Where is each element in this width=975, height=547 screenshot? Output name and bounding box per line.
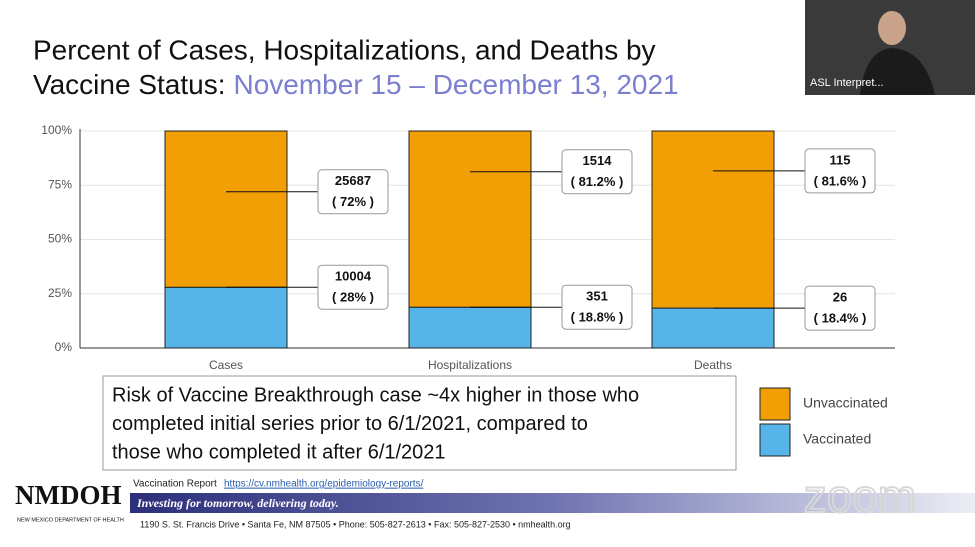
title-line: Percent of Cases, Hospitalizations, and … (33, 34, 656, 65)
logo-subtitle: NEW MEXICO DEPARTMENT OF HEALTH (17, 517, 124, 523)
bar-segment (408, 130, 532, 308)
tagline-band (130, 493, 975, 513)
label-box (561, 284, 633, 330)
bar-segment (164, 130, 288, 288)
label-box (804, 285, 876, 331)
video-label: ASL Interpret... (810, 77, 884, 89)
value-label: ( 28% ) (332, 290, 374, 305)
annotation-line: Risk of Vaccine Breakthrough case ~4x hi… (112, 384, 639, 406)
subtitle: November 15 – December 13, 2021 (233, 69, 678, 100)
person-body (860, 48, 935, 95)
y-tick-label: 50% (48, 232, 72, 246)
tagline: Investing for tomorrow, delivering today… (136, 496, 339, 510)
label-box (561, 149, 633, 195)
count-label: 115 (830, 152, 851, 167)
count-label: 351 (586, 289, 608, 304)
zoom-watermark: zoom (804, 470, 916, 522)
address: 1190 S. St. Francis Drive • Santa Fe, NM… (140, 519, 571, 529)
y-tick-label: 100% (41, 123, 72, 137)
note-box (102, 375, 737, 471)
legend-swatch (759, 387, 791, 421)
label-box (804, 148, 876, 194)
logo: NMDOH (15, 480, 121, 510)
title-line: Vaccine Status: November 15 – December 13… (33, 69, 679, 100)
value-label: ( 18.4% ) (814, 311, 867, 326)
value-label: ( 18.8% ) (571, 310, 624, 325)
label-box (317, 169, 389, 215)
video-tile: ASL Interpret... (805, 0, 975, 95)
label-box (317, 264, 389, 310)
legend-swatch (759, 423, 791, 457)
value-label: ( 81.6% ) (814, 173, 867, 188)
y-tick-label: 25% (48, 286, 72, 300)
bar-segment (164, 286, 288, 349)
count-label: 25687 (335, 173, 371, 188)
annotation-line: completed initial series prior to 6/1/20… (112, 413, 588, 435)
legend-label: Unvaccinated (803, 395, 888, 411)
report-label: Vaccination Report (133, 479, 217, 490)
x-tick-label: Cases (209, 358, 243, 372)
y-tick-label: 75% (48, 177, 72, 191)
count-label: 26 (833, 290, 847, 305)
y-tick-label: 0% (55, 340, 73, 354)
bar-segment (651, 307, 775, 349)
x-tick-label: Hospitalizations (428, 358, 512, 372)
value-label: ( 72% ) (332, 194, 374, 209)
value-label: ( 81.2% ) (571, 174, 624, 189)
title-line: Vaccine Status: (33, 69, 225, 100)
legend-label: Vaccinated (803, 431, 871, 447)
bar-segment (408, 306, 532, 349)
count-label: 1514 (583, 153, 613, 168)
x-tick-label: Deaths (694, 358, 732, 372)
report-link[interactable]: https://cv.nmhealth.org/epidemiology-rep… (224, 479, 424, 490)
bar-segment (651, 130, 775, 309)
annotation-line: those who completed it after 6/1/2021 (112, 441, 446, 463)
count-label: 10004 (335, 269, 372, 284)
person-head (878, 11, 906, 45)
